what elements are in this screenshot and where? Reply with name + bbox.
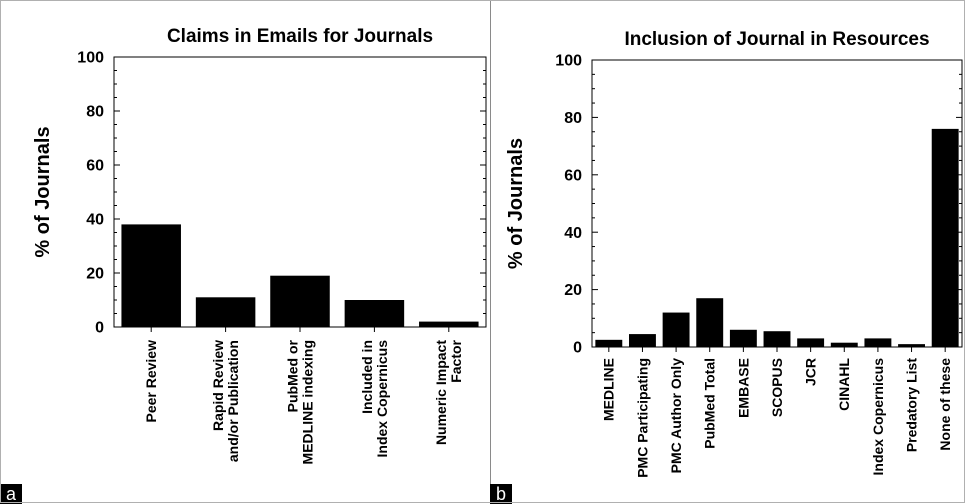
- y-tick-label: 0: [95, 320, 104, 337]
- category-label: Factor: [448, 339, 464, 382]
- bar: [696, 298, 723, 347]
- category-label: JCR: [803, 358, 819, 386]
- chart-b-svg: Inclusion of Journal in Resources % of Jo…: [490, 0, 966, 504]
- bar: [663, 313, 690, 347]
- category-label: Index Copernicus: [870, 358, 886, 476]
- y-tick-label: 20: [86, 266, 104, 283]
- y-tick-label: 60: [564, 167, 582, 184]
- category-label: PMC Participating: [634, 358, 650, 478]
- panel-b: Inclusion of Journal in Resources % of Jo…: [490, 0, 966, 504]
- category-label: MEDLINE: [601, 358, 617, 421]
- bar: [595, 340, 622, 347]
- category-label: Rapid Review: [210, 340, 226, 431]
- y-axis-label: % of Journals: [505, 138, 527, 269]
- y-tick-label: 0: [573, 340, 582, 357]
- bar: [797, 338, 824, 347]
- panel-a: Claims in Emails for Journals % of Journa…: [0, 0, 491, 504]
- category-label: Numeric Impact: [433, 340, 449, 445]
- bar: [898, 344, 925, 347]
- bar: [419, 322, 479, 327]
- category-label: and/or Publication: [225, 340, 241, 462]
- category-label: PMC Author Only: [668, 358, 684, 474]
- y-tick-label: 20: [564, 282, 582, 299]
- bar: [831, 343, 858, 347]
- bar: [730, 330, 757, 347]
- category-label: CINAHL: [836, 358, 852, 411]
- bar: [764, 331, 791, 347]
- category-label: None of these: [937, 358, 953, 451]
- category-label: PubMed or: [284, 339, 300, 412]
- category-label: Predatory List: [903, 358, 919, 452]
- category-label: MEDLINE indexing: [299, 340, 315, 464]
- y-axis-label: % of Journals: [32, 126, 54, 257]
- category-label: Included in: [359, 340, 375, 414]
- bar: [629, 334, 656, 347]
- bar: [864, 338, 891, 347]
- y-tick-label: 40: [564, 225, 582, 242]
- panel-a-label: a: [0, 484, 22, 504]
- panel-b-label: b: [490, 484, 512, 504]
- category-label: Index Copernicus: [374, 340, 390, 458]
- chart-title: Inclusion of Journal in Resources: [624, 29, 929, 50]
- category-label: Peer Review: [143, 340, 159, 423]
- bar: [196, 297, 256, 327]
- y-tick-label: 40: [86, 212, 104, 229]
- plot-frame: [592, 60, 962, 347]
- y-tick-label: 80: [86, 104, 104, 121]
- chart-title: Claims in Emails for Journals: [167, 26, 433, 47]
- y-tick-label: 80: [564, 110, 582, 127]
- category-label: EMBASE: [735, 358, 751, 418]
- bar: [270, 276, 330, 327]
- bar: [345, 300, 405, 327]
- category-label: PubMed Total: [702, 358, 718, 449]
- y-tick-label: 100: [555, 53, 582, 70]
- bar: [932, 129, 959, 347]
- y-tick-label: 60: [86, 158, 104, 175]
- category-label: SCOPUS: [769, 358, 785, 417]
- y-tick-label: 100: [77, 50, 104, 67]
- bar: [121, 224, 181, 327]
- chart-a-svg: Claims in Emails for Journals % of Journa…: [0, 0, 490, 504]
